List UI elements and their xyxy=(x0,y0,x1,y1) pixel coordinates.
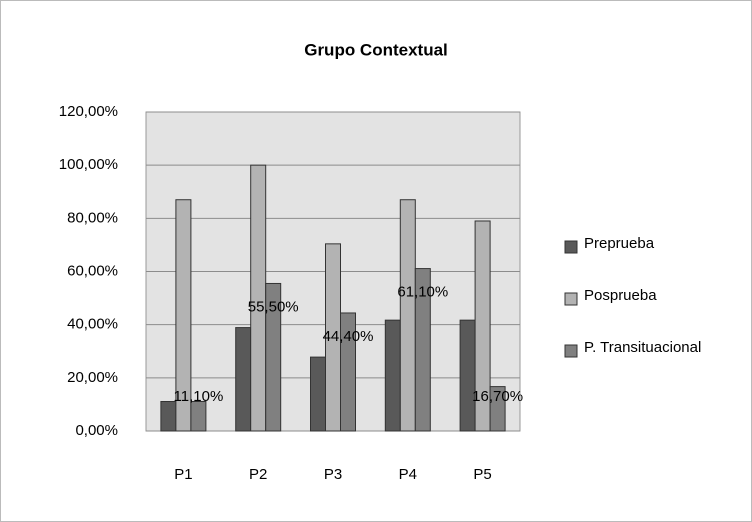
y-tick-label: 20,00% xyxy=(67,369,118,386)
x-tick-label: P1 xyxy=(174,466,192,483)
y-tick-label: 120,00% xyxy=(59,103,118,120)
bar xyxy=(459,319,476,432)
legend-label: P. Transituacional xyxy=(584,339,701,356)
y-tick-label: 100,00% xyxy=(59,156,118,173)
bar xyxy=(265,282,282,432)
data-label: 55,50% xyxy=(248,298,299,315)
bar xyxy=(160,400,177,432)
data-label: 16,70% xyxy=(472,388,523,405)
bar xyxy=(175,199,192,432)
bar xyxy=(190,400,207,432)
x-tick-label: P4 xyxy=(399,466,417,483)
x-tick-label: P5 xyxy=(473,466,491,483)
bar xyxy=(310,356,326,432)
bar xyxy=(399,199,416,432)
legend-swatch xyxy=(564,344,578,358)
data-label: 11,10% xyxy=(174,388,224,405)
bar xyxy=(384,319,401,432)
legend-label: Posprueba xyxy=(584,287,657,304)
bar xyxy=(414,268,431,432)
y-tick-label: 60,00% xyxy=(67,262,118,279)
bar xyxy=(340,312,356,432)
y-tick-label: 80,00% xyxy=(67,209,118,226)
legend-label: Preprueba xyxy=(584,235,655,252)
y-tick-label: 0,00% xyxy=(75,422,118,439)
legend-swatch xyxy=(564,240,578,254)
x-tick-label: P2 xyxy=(249,466,267,483)
data-label: 61,10% xyxy=(397,284,448,301)
legend-swatch xyxy=(564,292,578,306)
x-tick-label: P3 xyxy=(324,466,342,483)
bar xyxy=(235,327,252,432)
data-label: 44,40% xyxy=(323,328,374,345)
y-tick-label: 40,00% xyxy=(67,316,118,333)
bar xyxy=(474,220,491,432)
chart-title: Grupo Contextual xyxy=(304,40,448,59)
bar xyxy=(489,386,506,432)
